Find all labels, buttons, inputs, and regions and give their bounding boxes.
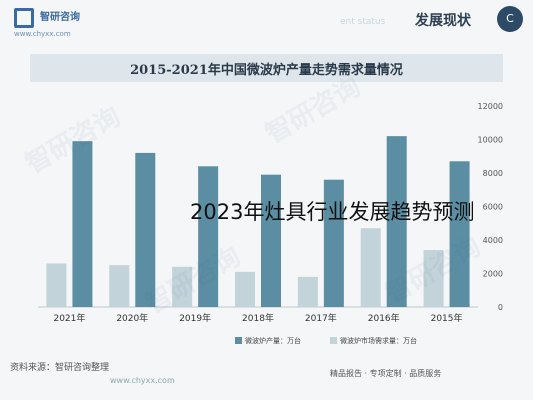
y-tick-label: 12000 xyxy=(478,102,503,111)
bar-demand xyxy=(109,265,130,307)
footer-tagline: 精品报告 · 专项定制 · 品质服务 xyxy=(330,369,442,378)
logo-text: 智研咨询 xyxy=(40,12,80,23)
bar-demand xyxy=(46,263,67,307)
section-title: 发展现状 xyxy=(415,13,471,29)
chart-title-bar: 2015-2021年中国微波炉产量走势需求量情况 xyxy=(30,54,503,82)
x-tick-label: 2017年 xyxy=(305,312,337,324)
footer-url: www.chyxx.com xyxy=(110,376,175,385)
header-bar: 智研咨询 www.chyxx.com ent status 发展现状 C xyxy=(0,0,533,44)
logo-icon xyxy=(14,8,34,28)
section-badge-icon: C xyxy=(497,6,523,32)
bar-demand xyxy=(423,250,444,307)
bar-production xyxy=(449,161,470,307)
y-tick-label: 6000 xyxy=(483,203,503,212)
source-note: 资料来源：智研咨询整理 xyxy=(10,363,110,373)
x-tick-label: 2015年 xyxy=(431,312,463,324)
x-tick-label: 2021年 xyxy=(53,312,85,324)
legend-label: 微波炉产量：万台 xyxy=(245,336,301,345)
legend-label: 微波炉市场需求量：万台 xyxy=(340,336,417,345)
legend-swatch xyxy=(330,337,337,344)
bar-demand xyxy=(297,276,318,307)
bar-production xyxy=(323,179,344,307)
bar-production xyxy=(261,174,281,307)
bar-demand xyxy=(235,271,255,307)
footer: 资料来源：智研咨询整理 www.chyxx.com 精品报告 · 专项定制 · … xyxy=(0,352,533,400)
y-tick-label: 0 xyxy=(498,303,503,312)
bar-demand xyxy=(360,228,381,307)
overlay-caption: 2023年灶具行业发展趋势预测 xyxy=(190,200,475,224)
y-tick-label: 2000 xyxy=(483,270,503,279)
bar-production xyxy=(386,136,407,307)
x-tick-label: 2016年 xyxy=(368,312,400,324)
bar-production xyxy=(198,166,219,307)
x-tick-label: 2019年 xyxy=(179,312,211,324)
section-english-label: ent status xyxy=(340,17,386,27)
x-tick-label: 2018年 xyxy=(242,312,274,324)
y-tick-label: 8000 xyxy=(483,169,503,178)
legend-swatch xyxy=(235,337,242,344)
chart-title: 2015-2021年中国微波炉产量走势需求量情况 xyxy=(130,63,403,78)
bar-production xyxy=(135,152,156,307)
bar-chart: 0 2000 4000 6000 8000 10000 12000 2021年 2020年 201… xyxy=(38,102,503,345)
bar-production xyxy=(72,141,93,307)
bar-demand xyxy=(172,266,193,307)
x-tick-label: 2020年 xyxy=(116,312,148,324)
y-tick-label: 4000 xyxy=(483,236,503,245)
y-tick-label: 10000 xyxy=(478,136,503,145)
logo-url: www.chyxx.com xyxy=(14,30,71,38)
